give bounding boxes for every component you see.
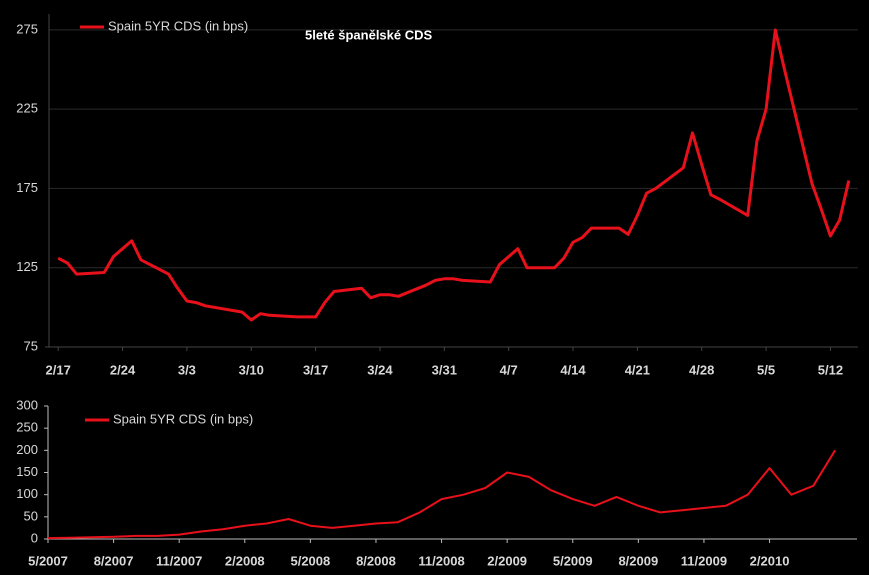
x-tick-label: 11/2009 <box>681 553 727 568</box>
y-tick-label: 225 <box>16 101 38 116</box>
y-tick-label: 150 <box>16 464 38 479</box>
x-tick-label: 11/2008 <box>418 553 464 568</box>
x-tick-label: 4/21 <box>625 362 650 377</box>
x-tick-label: 4/28 <box>689 362 714 377</box>
x-tick-label: 8/2007 <box>94 553 134 568</box>
x-tick-label: 3/17 <box>303 362 328 377</box>
x-tick-label: 2/2009 <box>487 553 527 568</box>
legend-label: Spain 5YR CDS (in bps) <box>108 18 248 33</box>
x-tick-label: 2/2008 <box>225 553 265 568</box>
annotation: 5leté španělské CDS <box>305 27 433 42</box>
x-tick-label: 5/5 <box>757 362 775 377</box>
x-tick-label: 4/14 <box>560 362 586 377</box>
y-tick-label: 275 <box>16 21 38 36</box>
x-tick-label: 2/17 <box>46 362 71 377</box>
y-tick-label: 300 <box>16 397 38 412</box>
legend-label: Spain 5YR CDS (in bps) <box>113 411 253 426</box>
y-tick-label: 125 <box>16 259 38 274</box>
y-tick-label: 250 <box>16 420 38 435</box>
y-tick-label: 100 <box>16 486 38 501</box>
data-line <box>47 449 836 540</box>
x-tick-label: 3/31 <box>432 362 457 377</box>
data-line <box>57 28 851 322</box>
x-tick-label: 2/24 <box>110 362 136 377</box>
x-tick-label: 5/2009 <box>553 553 593 568</box>
x-tick-label: 2/2010 <box>750 553 790 568</box>
x-tick-label: 5/12 <box>818 362 843 377</box>
y-tick-label: 175 <box>16 180 38 195</box>
x-tick-label: 3/24 <box>367 362 393 377</box>
x-tick-label: 8/2008 <box>356 553 396 568</box>
y-tick-label: 50 <box>24 508 38 523</box>
y-tick-label: 0 <box>31 530 38 545</box>
x-tick-label: 11/2007 <box>156 553 202 568</box>
x-tick-label: 4/7 <box>500 362 518 377</box>
x-tick-label: 5/2008 <box>290 553 330 568</box>
x-tick-label: 8/2009 <box>618 553 658 568</box>
y-tick-label: 200 <box>16 442 38 457</box>
y-tick-label: 75 <box>24 338 38 353</box>
x-tick-label: 3/3 <box>178 362 196 377</box>
x-tick-label: 3/10 <box>239 362 264 377</box>
x-tick-label: 5/2007 <box>28 553 68 568</box>
